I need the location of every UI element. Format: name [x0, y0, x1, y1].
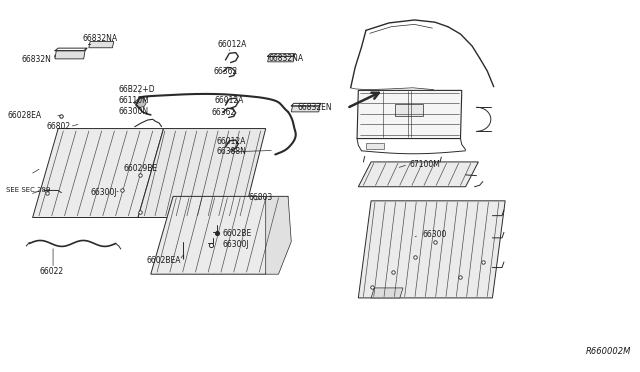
Text: 66832NA: 66832NA: [269, 54, 304, 62]
Polygon shape: [291, 106, 320, 112]
Polygon shape: [371, 288, 403, 298]
Text: 66110M: 66110M: [119, 96, 150, 105]
Polygon shape: [151, 196, 288, 274]
Text: 67100M: 67100M: [410, 160, 440, 169]
Text: 6602BEA: 6602BEA: [147, 256, 180, 264]
Polygon shape: [55, 51, 85, 59]
Text: 66832EN: 66832EN: [298, 103, 332, 112]
Text: 66012A: 66012A: [218, 40, 247, 49]
Polygon shape: [268, 56, 294, 62]
Polygon shape: [138, 129, 266, 218]
Text: 66300J: 66300J: [223, 240, 250, 249]
Text: 66300: 66300: [422, 230, 447, 240]
Text: 66300N: 66300N: [119, 107, 149, 116]
Polygon shape: [366, 143, 384, 149]
Text: 66028EA: 66028EA: [7, 111, 41, 120]
Text: 66803: 66803: [248, 193, 273, 202]
Text: 66012A: 66012A: [214, 96, 244, 105]
Text: SEE SEC.289: SEE SEC.289: [6, 187, 51, 193]
Polygon shape: [89, 41, 114, 48]
Text: 66022: 66022: [39, 267, 63, 276]
Text: 66802: 66802: [47, 122, 71, 131]
Text: 66B22+D: 66B22+D: [119, 85, 156, 94]
Polygon shape: [358, 201, 505, 298]
Polygon shape: [134, 98, 147, 108]
Text: 66029BE: 66029BE: [124, 164, 158, 173]
Text: 66388N: 66388N: [216, 147, 246, 156]
Polygon shape: [266, 196, 291, 274]
Text: 66832NA: 66832NA: [83, 34, 118, 44]
Text: 66012A: 66012A: [216, 137, 246, 146]
Text: 66300J: 66300J: [90, 188, 116, 197]
Polygon shape: [396, 104, 424, 116]
Text: 6602BE: 6602BE: [223, 229, 252, 238]
Text: 66362: 66362: [213, 67, 237, 76]
Text: 66832N: 66832N: [21, 55, 51, 64]
Polygon shape: [358, 162, 478, 187]
Text: R660002M: R660002M: [586, 347, 632, 356]
Polygon shape: [357, 90, 462, 138]
Polygon shape: [33, 129, 164, 218]
Text: 66362: 66362: [211, 108, 236, 117]
